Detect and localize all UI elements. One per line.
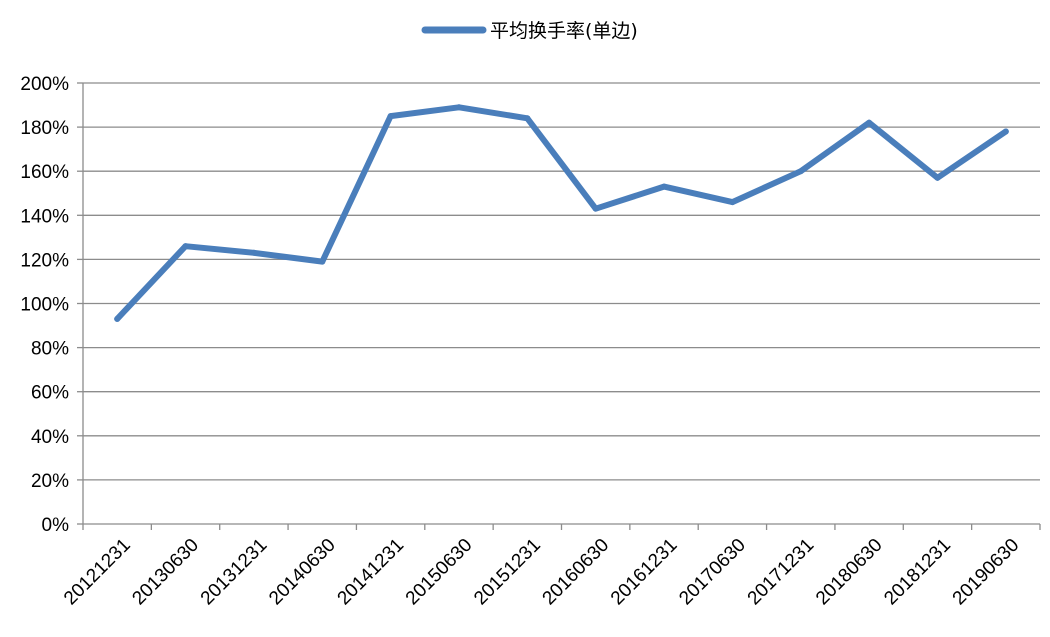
y-tick-label: 160% <box>20 162 69 183</box>
data-point <box>797 168 804 175</box>
data-point <box>250 249 257 256</box>
legend: 平均换手率(单边) <box>421 20 638 42</box>
y-tick-label: 40% <box>31 427 69 448</box>
data-point <box>387 113 394 120</box>
y-tick-label: 0% <box>42 515 70 536</box>
data-point <box>319 258 326 265</box>
data-point <box>934 174 941 181</box>
series-layer <box>114 104 1009 322</box>
x-axis: 2012123120130630201312312014063020141231… <box>60 523 1041 610</box>
x-tick-label: 20161231 <box>607 535 682 610</box>
y-tick-label: 80% <box>31 339 69 360</box>
y-tick-label: 60% <box>31 383 69 404</box>
x-tick-label: 20170630 <box>675 535 750 610</box>
x-tick-label: 20151231 <box>470 535 545 610</box>
y-axis: 0% 20% 40% 60% 80% 100% 120% 140% 160% 180% 200% <box>20 74 84 536</box>
y-tick-label: 20% <box>31 471 69 492</box>
y-tick-label: 120% <box>20 250 69 271</box>
x-tick-label: 20140630 <box>265 535 340 610</box>
data-point <box>524 115 531 122</box>
data-point <box>455 104 462 111</box>
x-tick-label: 20181231 <box>880 535 955 610</box>
data-point <box>182 243 189 250</box>
data-point <box>114 315 121 322</box>
x-tick-label: 20121231 <box>60 535 135 610</box>
series-line <box>114 104 1009 322</box>
y-tick-label: 100% <box>20 295 69 316</box>
y-tick-label: 180% <box>20 118 69 139</box>
x-tick-label: 20160630 <box>539 535 614 610</box>
x-tick-label: 20150630 <box>402 535 477 610</box>
data-point <box>592 205 599 212</box>
data-point <box>1002 128 1009 135</box>
data-point <box>729 199 736 206</box>
legend-label: 平均换手率(单边) <box>490 20 638 42</box>
data-point <box>661 183 668 190</box>
x-tick-label: 20190630 <box>949 535 1024 610</box>
y-tick-label: 140% <box>20 206 69 227</box>
x-tick-label: 20171231 <box>744 535 819 610</box>
data-point <box>866 119 873 126</box>
x-tick-label: 20180630 <box>812 535 887 610</box>
gridlines <box>83 82 1040 481</box>
x-tick-label: 20130630 <box>128 535 203 610</box>
x-tick-label: 20141231 <box>334 535 409 610</box>
y-tick-label: 200% <box>20 74 69 95</box>
x-tick-label: 20131231 <box>197 535 272 610</box>
